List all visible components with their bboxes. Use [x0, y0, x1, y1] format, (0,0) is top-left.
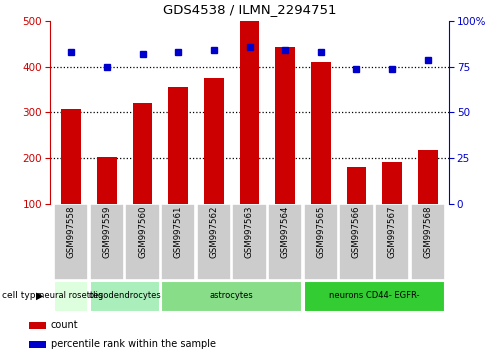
Bar [347, 167, 366, 204]
Bar [275, 47, 295, 204]
Text: cell type: cell type [2, 291, 41, 300]
Bar [418, 150, 438, 204]
Bar [375, 204, 409, 280]
Bar [304, 204, 338, 280]
Bar [61, 109, 81, 204]
Text: GSM997564: GSM997564 [280, 206, 289, 258]
Text: neurons CD44- EGFR-: neurons CD44- EGFR- [329, 291, 420, 300]
Bar [339, 204, 374, 280]
Bar [29, 341, 46, 348]
Bar [54, 204, 88, 280]
Bar [133, 103, 152, 204]
Text: GSM997566: GSM997566 [352, 206, 361, 258]
Bar [169, 87, 188, 204]
Text: oligodendrocytes: oligodendrocytes [88, 291, 161, 300]
Text: GSM997568: GSM997568 [423, 206, 432, 258]
Bar [54, 281, 88, 312]
Text: GSM997565: GSM997565 [316, 206, 325, 258]
Text: GSM997561: GSM997561 [174, 206, 183, 258]
Bar [29, 322, 46, 329]
Bar [97, 157, 117, 204]
Text: GSM997560: GSM997560 [138, 206, 147, 258]
Bar [304, 281, 445, 312]
Text: GSM997558: GSM997558 [67, 206, 76, 258]
Bar [204, 78, 224, 204]
Bar [90, 281, 160, 312]
Bar [90, 204, 124, 280]
Text: neural rosettes: neural rosettes [39, 291, 103, 300]
Text: count: count [51, 320, 78, 330]
Text: GDS4538 / ILMN_2294751: GDS4538 / ILMN_2294751 [163, 3, 336, 16]
Bar [233, 204, 266, 280]
Bar [311, 62, 330, 204]
Text: GSM997562: GSM997562 [210, 206, 219, 258]
Text: GSM997559: GSM997559 [102, 206, 111, 258]
Bar [125, 204, 160, 280]
Text: GSM997563: GSM997563 [245, 206, 254, 258]
Text: GSM997567: GSM997567 [388, 206, 397, 258]
Bar [240, 21, 259, 204]
Bar [161, 281, 302, 312]
Bar [197, 204, 231, 280]
Text: astrocytes: astrocytes [210, 291, 253, 300]
Bar [382, 162, 402, 204]
Text: percentile rank within the sample: percentile rank within the sample [51, 339, 216, 349]
Bar [411, 204, 445, 280]
Bar [161, 204, 195, 280]
Text: ▶: ▶ [36, 291, 44, 301]
Bar [268, 204, 302, 280]
